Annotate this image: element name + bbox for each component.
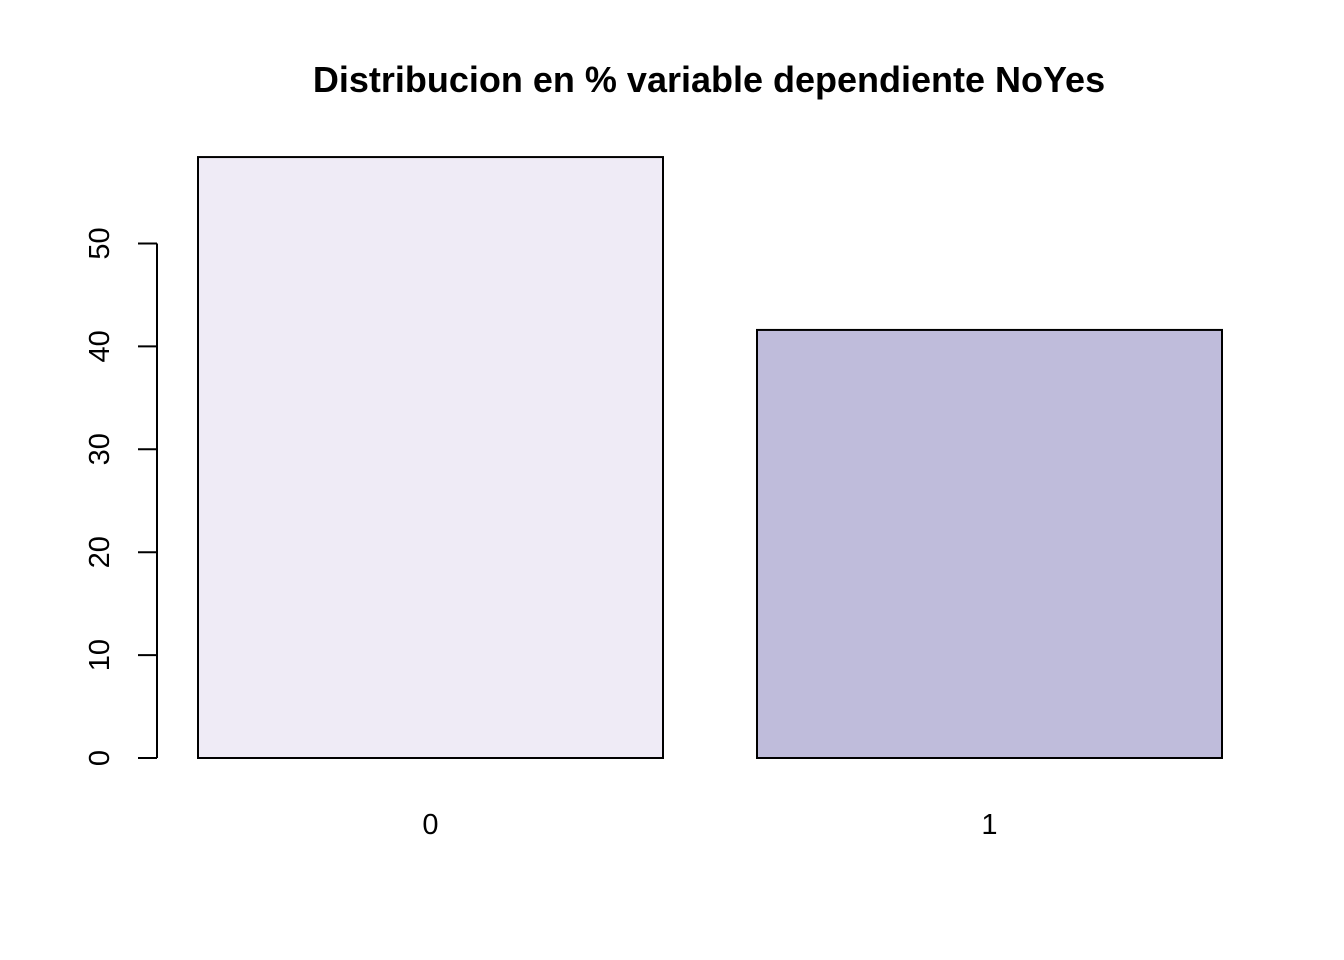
bar-0 bbox=[197, 156, 664, 759]
y-tick-label: 50 bbox=[84, 227, 116, 259]
bars-group bbox=[197, 156, 1223, 759]
bar-1 bbox=[756, 328, 1223, 759]
x-category-label: 0 bbox=[422, 809, 438, 841]
y-tick-label: 30 bbox=[84, 433, 116, 465]
y-tick-label: 10 bbox=[84, 639, 116, 671]
y-tick-label: 40 bbox=[84, 330, 116, 362]
x-category-label: 1 bbox=[981, 809, 997, 841]
y-tick-label: 20 bbox=[84, 536, 116, 568]
y-tick-label: 0 bbox=[84, 750, 116, 766]
y-axis: 0 10 20 30 40 50 bbox=[84, 227, 158, 766]
chart-title: Distribucion en % variable dependiente N… bbox=[313, 59, 1105, 100]
